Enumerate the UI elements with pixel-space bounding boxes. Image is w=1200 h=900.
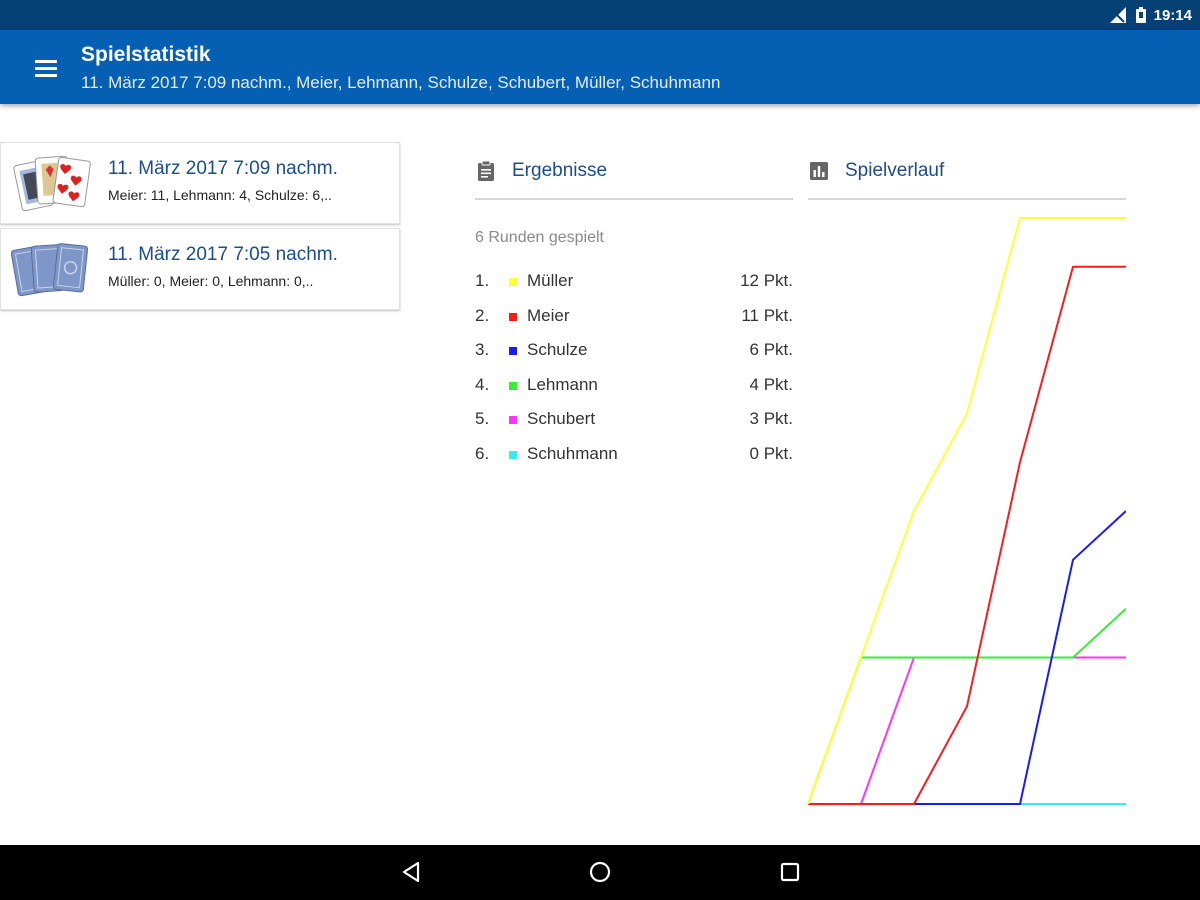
rank-number: 6. xyxy=(475,443,490,463)
game-card-1[interactable]: 11. März 2017 7:09 nachm. Meier: 11, Leh… xyxy=(0,142,400,224)
player-name: Meier xyxy=(527,305,570,325)
status-bar: 19:14 xyxy=(0,0,1200,30)
menu-icon[interactable] xyxy=(26,48,66,88)
ranking-row-1: 1. Müller 12 Pkt. xyxy=(475,264,793,299)
game-date: 11. März 2017 7:09 nachm. xyxy=(108,158,338,179)
score-progress-chart xyxy=(808,217,1126,805)
player-points: 6 Pkt. xyxy=(749,340,793,360)
player-name: Müller xyxy=(527,271,574,290)
rank-number: 1. xyxy=(475,271,490,290)
series-line-2 xyxy=(808,265,1126,805)
player-color-swatch xyxy=(509,416,517,425)
ranking-row-5: 5. Schubert 3 Pkt. xyxy=(475,402,793,437)
clock: 19:14 xyxy=(1153,6,1192,24)
clipboard-icon xyxy=(478,160,494,181)
chart-header: Spielverlauf xyxy=(808,144,1126,200)
game-scores: Meier: 11, Lehmann: 4, Schulze: 6,.. xyxy=(108,187,332,203)
signal-icon xyxy=(1109,7,1126,23)
home-icon[interactable] xyxy=(585,857,615,887)
player-name: Schulze xyxy=(527,340,588,360)
player-name: Lehmann xyxy=(527,374,598,394)
page-title: Spielstatistik xyxy=(81,43,211,66)
recents-icon[interactable] xyxy=(775,857,805,887)
status-icons: 19:14 xyxy=(1109,5,1192,25)
playing-cards-face-icon xyxy=(13,155,91,212)
series-line-1 xyxy=(808,217,1126,805)
bar-chart-icon xyxy=(810,162,828,180)
rank-number: 3. xyxy=(475,340,490,360)
rank-number: 2. xyxy=(475,305,490,325)
game-date: 11. März 2017 7:05 nachm. xyxy=(108,244,338,265)
playing-cards-back-icon xyxy=(11,243,89,297)
player-points: 3 Pkt. xyxy=(749,409,793,429)
player-points: 4 Pkt. xyxy=(749,374,793,394)
rank-number: 5. xyxy=(475,409,490,429)
results-header: Ergebnisse xyxy=(475,144,793,200)
battery-icon xyxy=(1135,7,1146,23)
chart-title: Spielverlauf xyxy=(845,160,945,181)
player-points: 12 Pkt. xyxy=(740,271,793,290)
player-color-swatch xyxy=(509,278,517,286)
back-icon[interactable] xyxy=(396,857,426,887)
player-color-swatch xyxy=(509,450,517,459)
rank-number: 4. xyxy=(475,374,490,394)
player-points: 11 Pkt. xyxy=(741,305,793,325)
player-color-swatch xyxy=(509,347,517,356)
page-subtitle: 11. März 2017 7:09 nachm., Meier, Lehman… xyxy=(81,73,721,92)
ranking-row-3: 3. Schulze 6 Pkt. xyxy=(475,333,793,368)
game-scores: Müller: 0, Meier: 0, Lehmann: 0,.. xyxy=(108,273,314,289)
ranking-row-2: 2. Meier 11 Pkt. xyxy=(475,299,793,334)
game-card-2[interactable]: 11. März 2017 7:05 nachm. Müller: 0, Mei… xyxy=(0,228,400,310)
rounds-played: 6 Runden gespielt xyxy=(475,229,604,246)
ranking-list: 1. Müller 12 Pkt. 2. Meier 11 Pkt. 3. Sc… xyxy=(475,264,793,472)
player-points: 0 Pkt. xyxy=(749,443,793,463)
navigation-bar xyxy=(0,845,1200,900)
results-title: Ergebnisse xyxy=(512,160,608,181)
game-list: 11. März 2017 7:09 nachm. Meier: 11, Leh… xyxy=(0,142,400,314)
player-name: Schubert xyxy=(527,409,596,429)
app-bar: Spielstatistik 11. März 2017 7:09 nachm.… xyxy=(0,30,1200,104)
player-color-swatch xyxy=(509,312,517,321)
ranking-row-4: 4. Lehmann 4 Pkt. xyxy=(475,368,793,403)
player-name: Schuhmann xyxy=(527,443,618,463)
ranking-row-6: 6. Schuhmann 0 Pkt. xyxy=(475,437,793,472)
series-line-5 xyxy=(808,656,1126,805)
player-color-swatch xyxy=(509,381,517,390)
